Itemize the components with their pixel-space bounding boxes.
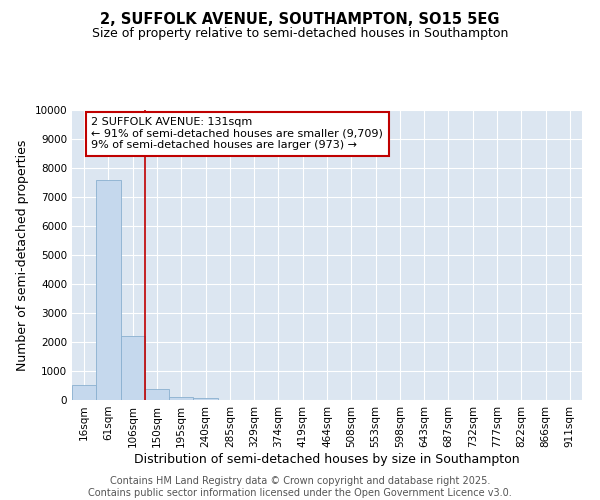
Bar bbox=[193, 398, 218, 400]
Bar bbox=[72, 384, 96, 400]
Text: 2, SUFFOLK AVENUE, SOUTHAMPTON, SO15 5EG: 2, SUFFOLK AVENUE, SOUTHAMPTON, SO15 5EG bbox=[100, 12, 500, 28]
Text: Contains HM Land Registry data © Crown copyright and database right 2025.
Contai: Contains HM Land Registry data © Crown c… bbox=[88, 476, 512, 498]
Bar bbox=[169, 396, 193, 400]
Text: Size of property relative to semi-detached houses in Southampton: Size of property relative to semi-detach… bbox=[92, 28, 508, 40]
Bar bbox=[96, 180, 121, 400]
Y-axis label: Number of semi-detached properties: Number of semi-detached properties bbox=[16, 140, 29, 370]
X-axis label: Distribution of semi-detached houses by size in Southampton: Distribution of semi-detached houses by … bbox=[134, 452, 520, 466]
Bar bbox=[145, 389, 169, 400]
Text: 2 SUFFOLK AVENUE: 131sqm
← 91% of semi-detached houses are smaller (9,709)
9% of: 2 SUFFOLK AVENUE: 131sqm ← 91% of semi-d… bbox=[91, 117, 383, 150]
Bar bbox=[121, 336, 145, 400]
